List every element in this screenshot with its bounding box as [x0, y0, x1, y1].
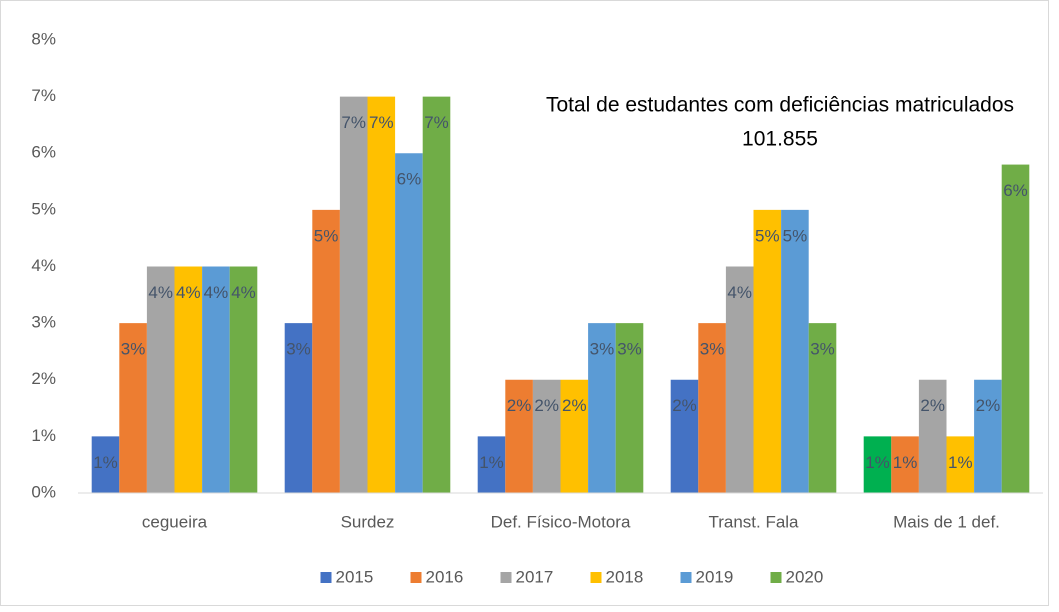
data-label: 3%	[617, 340, 642, 359]
legend-label: 2020	[786, 567, 824, 586]
bar	[477, 436, 506, 493]
data-label: 2%	[507, 396, 532, 415]
bar	[119, 323, 147, 493]
data-label: 1%	[948, 453, 973, 472]
legend-swatch	[320, 572, 332, 583]
data-label: 2%	[920, 396, 945, 415]
data-label: 2%	[976, 396, 1001, 415]
x-tick-label: Transt. Fala	[708, 512, 799, 531]
bar	[588, 323, 616, 493]
x-tick-label: Def. Físico-Motora	[491, 512, 631, 531]
bar	[505, 379, 533, 493]
data-label: 4%	[204, 283, 229, 302]
legend-swatch	[770, 572, 782, 583]
x-tick-label: cegueira	[142, 512, 208, 531]
data-label: 7%	[424, 113, 449, 132]
legend-swatch	[590, 572, 602, 583]
legend-label: 2019	[696, 567, 734, 586]
bar	[863, 436, 892, 493]
bar	[532, 379, 561, 493]
y-tick-label: 7%	[31, 86, 56, 105]
bar	[918, 379, 947, 493]
data-label: 6%	[1003, 181, 1028, 200]
legend-swatch	[680, 572, 692, 583]
bar	[312, 209, 340, 493]
data-label: 3%	[700, 340, 725, 359]
data-label: 6%	[397, 170, 422, 189]
bar	[422, 96, 451, 493]
bar	[698, 323, 726, 493]
y-tick-label: 5%	[31, 199, 56, 218]
legend-label: 2017	[516, 567, 554, 586]
data-label: 1%	[93, 453, 118, 472]
y-tick-label: 6%	[31, 143, 56, 162]
bar	[284, 323, 313, 493]
data-label: 4%	[727, 283, 752, 302]
annotation: Total de estudantes com deficiências mat…	[546, 94, 1014, 117]
data-label: 2%	[672, 396, 697, 415]
x-tick-label: Surdez	[341, 512, 395, 531]
data-label: 3%	[121, 340, 146, 359]
bar	[367, 96, 396, 493]
bar	[670, 379, 699, 493]
annotation: 101.855	[742, 128, 818, 151]
bar	[174, 266, 203, 493]
bar	[781, 209, 809, 493]
bar	[339, 96, 368, 493]
data-label: 5%	[755, 226, 780, 245]
data-label: 4%	[231, 283, 256, 302]
bar	[395, 153, 423, 493]
data-label: 1%	[865, 453, 890, 472]
bar	[1001, 164, 1030, 493]
bar	[146, 266, 175, 493]
y-tick-label: 2%	[31, 369, 56, 388]
bar	[560, 379, 589, 493]
data-label: 3%	[286, 340, 311, 359]
bar	[891, 436, 919, 493]
data-label: 3%	[590, 340, 615, 359]
bar	[229, 266, 258, 493]
bar	[974, 379, 1002, 493]
y-tick-label: 0%	[31, 482, 56, 501]
y-tick-label: 1%	[31, 426, 56, 445]
bar	[202, 266, 230, 493]
data-label: 2%	[534, 396, 559, 415]
data-label: 7%	[369, 113, 394, 132]
y-tick-label: 8%	[31, 29, 56, 48]
x-tick-label: Mais de 1 def.	[893, 512, 1000, 531]
y-tick-label: 4%	[31, 256, 56, 275]
legend-label: 2015	[336, 567, 374, 586]
y-tick-label: 3%	[31, 313, 56, 332]
data-label: 1%	[479, 453, 504, 472]
bar	[946, 436, 975, 493]
legend-label: 2018	[606, 567, 644, 586]
data-label: 4%	[176, 283, 201, 302]
legend-label: 2016	[426, 567, 464, 586]
data-label: 5%	[783, 226, 808, 245]
bar	[91, 436, 120, 493]
bar	[725, 266, 754, 493]
data-label: 1%	[893, 453, 918, 472]
data-label: 2%	[562, 396, 587, 415]
data-label: 7%	[341, 113, 366, 132]
bar	[753, 209, 782, 493]
bar	[808, 323, 837, 493]
bar	[615, 323, 644, 493]
legend-swatch	[410, 572, 422, 583]
data-label: 4%	[148, 283, 173, 302]
legend-swatch	[500, 572, 512, 583]
data-label: 3%	[810, 340, 835, 359]
data-label: 5%	[314, 226, 339, 245]
